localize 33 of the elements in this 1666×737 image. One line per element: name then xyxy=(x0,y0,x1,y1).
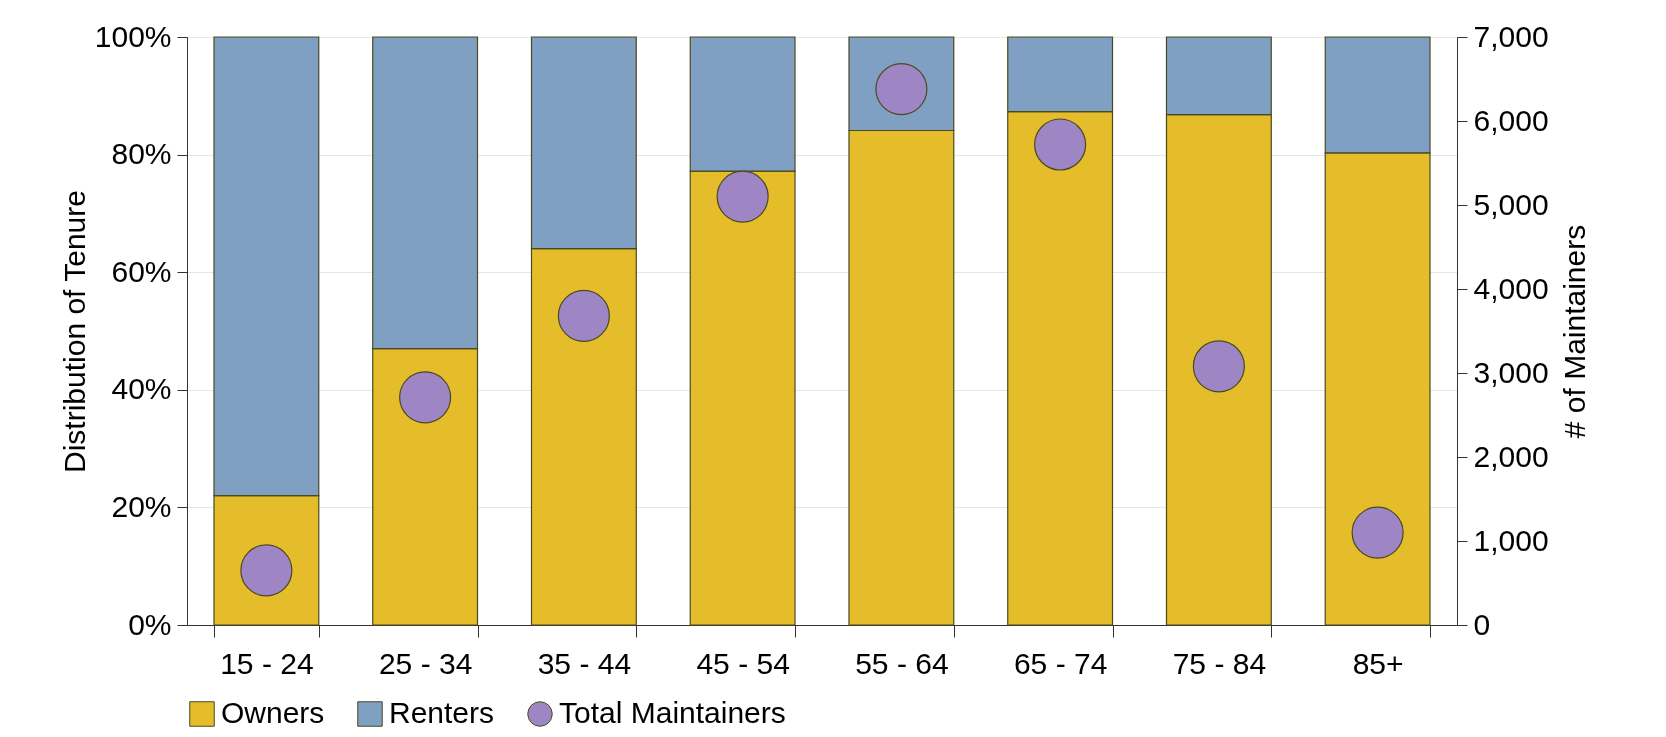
legend-label: Renters xyxy=(389,696,495,729)
point xyxy=(1192,340,1245,393)
y2-tick-label: 5,000 xyxy=(1473,187,1549,221)
y2-tick-label: 6,000 xyxy=(1473,103,1549,137)
y2-tick-label: 7,000 xyxy=(1473,19,1549,53)
y2-tick-label: 4,000 xyxy=(1473,271,1549,305)
y-tick-label: 40% xyxy=(111,372,172,406)
x-tick-label: 35 - 44 xyxy=(537,646,632,680)
x-tick-label: 85+ xyxy=(1352,646,1404,680)
point xyxy=(716,170,769,223)
y2-tick-label: 1,000 xyxy=(1473,523,1549,557)
point xyxy=(1351,506,1404,559)
x-tick-label: 75 - 84 xyxy=(1172,646,1267,680)
point xyxy=(1034,118,1087,171)
point xyxy=(399,371,452,424)
y-tick-label: 0% xyxy=(128,607,172,641)
y2-tick-label: 3,000 xyxy=(1473,355,1549,389)
x-tick-label: 45 - 54 xyxy=(696,646,790,680)
x-tick-label: 25 - 34 xyxy=(378,646,473,680)
x-tick-label: 65 - 74 xyxy=(1013,646,1108,680)
legend-label: Total Maintainers xyxy=(559,696,786,729)
y-tick-label: 60% xyxy=(111,254,172,288)
y-axis-title: Distribution of Tenure xyxy=(57,190,91,473)
x-tick-label: 55 - 64 xyxy=(855,646,949,680)
legend-label: Owners xyxy=(221,696,325,729)
y-tick-label: 100% xyxy=(94,19,172,53)
y2-axis-title: # of Maintainers xyxy=(1557,224,1591,439)
x-tick-label: 15 - 24 xyxy=(220,646,314,680)
y-tick-label: 80% xyxy=(111,137,172,171)
point xyxy=(557,289,610,342)
y-tick-label: 20% xyxy=(111,489,172,523)
y2-tick-label: 2,000 xyxy=(1473,439,1549,473)
y2-tick-label: 0 xyxy=(1473,607,1491,641)
